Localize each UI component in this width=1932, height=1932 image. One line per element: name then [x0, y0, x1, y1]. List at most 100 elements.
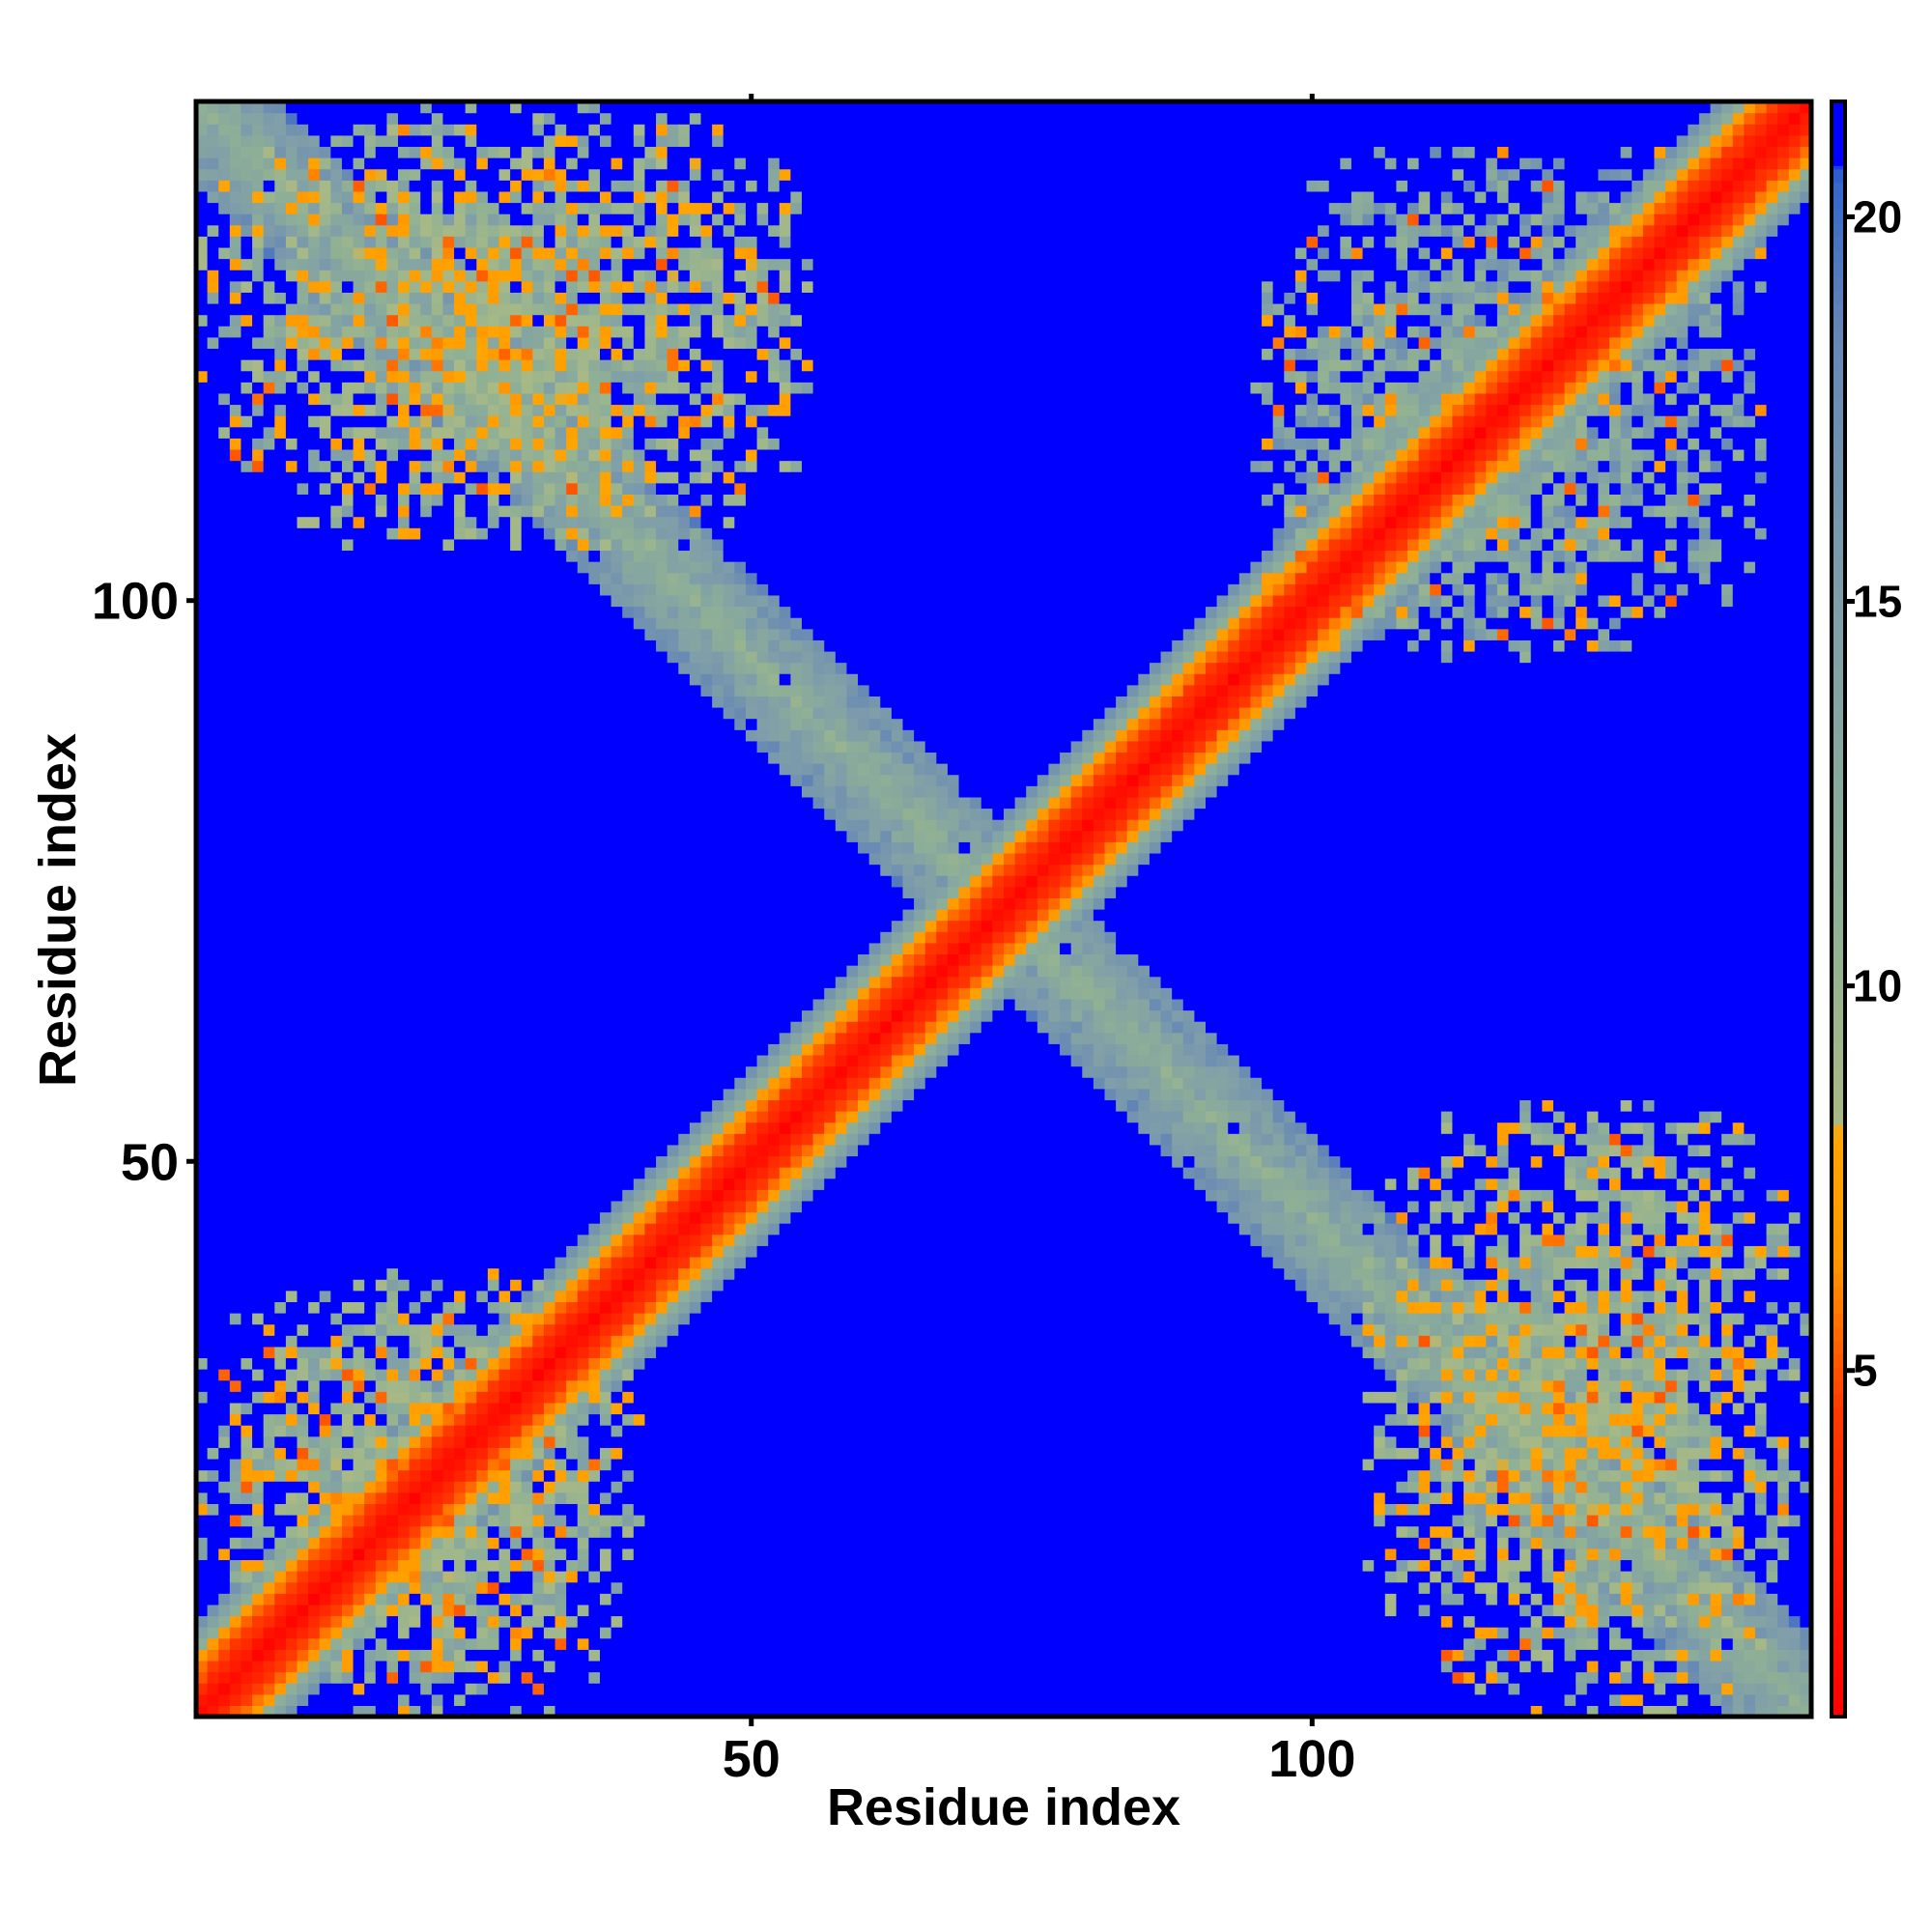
- heatmap-cell: [566, 1256, 579, 1269]
- heatmap-cell: [263, 538, 275, 552]
- heatmap-cell: [297, 1155, 309, 1168]
- heatmap-cell: [375, 1435, 387, 1448]
- heatmap-cell: [386, 830, 399, 842]
- heatmap-cell: [498, 124, 511, 136]
- heatmap-cell: [521, 270, 533, 282]
- heatmap-cell: [487, 1122, 500, 1134]
- heatmap-cell: [498, 1032, 511, 1044]
- heatmap-cell: [218, 1413, 231, 1426]
- heatmap-cell: [521, 134, 533, 148]
- heatmap-cell: [274, 774, 287, 786]
- heatmap-cell: [521, 1256, 533, 1269]
- heatmap-cell: [252, 729, 265, 742]
- heatmap-cell: [454, 134, 467, 148]
- heatmap-cell: [543, 931, 556, 944]
- heatmap-cell: [510, 134, 523, 148]
- heatmap-cell: [487, 190, 500, 204]
- heatmap-cell: [207, 1099, 219, 1112]
- heatmap-cell: [364, 606, 377, 618]
- heatmap-cell: [554, 987, 567, 1000]
- heatmap-cell: [532, 740, 545, 753]
- heatmap-cell: [218, 639, 231, 652]
- heatmap-cell: [532, 1211, 545, 1224]
- heatmap-cell: [218, 841, 231, 854]
- heatmap-cell: [263, 774, 275, 786]
- heatmap-cell: [375, 931, 387, 944]
- heatmap-cell: [196, 348, 209, 360]
- heatmap-cell: [274, 348, 287, 360]
- heatmap-cell: [442, 808, 455, 820]
- heatmap-cell: [386, 819, 399, 832]
- heatmap-cell: [554, 471, 567, 484]
- heatmap-cell: [353, 976, 365, 988]
- heatmap-cell: [285, 1256, 298, 1269]
- heatmap-cell: [498, 550, 511, 562]
- heatmap-cell: [330, 931, 343, 944]
- heatmap-cell: [521, 1357, 533, 1370]
- heatmap-cell: [297, 1313, 309, 1325]
- heatmap-cell: [229, 202, 242, 214]
- heatmap-cell: [442, 538, 455, 552]
- heatmap-cell: [532, 1660, 545, 1673]
- heatmap-cell: [409, 707, 421, 720]
- heatmap-cell: [218, 527, 231, 540]
- heatmap-cell: [543, 920, 556, 932]
- heatmap-cell: [431, 662, 444, 674]
- heatmap-cell: [285, 594, 298, 608]
- heatmap-cell: [510, 258, 523, 270]
- heatmap-cell: [218, 1313, 231, 1325]
- heatmap-cell: [476, 1458, 489, 1471]
- heatmap-cell: [521, 1503, 533, 1516]
- heatmap-cell: [465, 494, 477, 506]
- heatmap-cell: [566, 976, 579, 988]
- heatmap-cell: [263, 270, 275, 282]
- heatmap-cell: [543, 998, 556, 1011]
- heatmap-cell: [196, 953, 209, 966]
- heatmap-cell: [218, 1155, 231, 1168]
- heatmap-cell: [341, 1245, 355, 1258]
- heatmap-cell: [330, 1425, 343, 1437]
- heatmap-cell: [532, 550, 545, 562]
- heatmap-cell: [241, 1425, 253, 1437]
- heatmap-cell: [431, 494, 444, 506]
- heatmap-cell: [341, 134, 355, 148]
- heatmap-cell: [498, 909, 511, 922]
- heatmap-cell: [431, 1369, 444, 1381]
- heatmap-cell: [409, 1167, 421, 1179]
- heatmap-cell: [375, 505, 387, 518]
- heatmap-cell: [319, 1660, 331, 1673]
- heatmap-cell: [263, 1660, 275, 1673]
- heatmap-cell: [241, 1503, 253, 1516]
- heatmap-cell: [386, 224, 399, 237]
- heatmap-cell: [308, 752, 321, 764]
- heatmap-cell: [420, 124, 433, 136]
- heatmap-cell: [386, 112, 399, 125]
- heatmap-cell: [308, 202, 321, 214]
- heatmap-cell: [554, 426, 567, 439]
- heatmap-cell: [554, 1189, 567, 1202]
- heatmap-cell: [398, 1683, 411, 1695]
- heatmap-cell: [252, 639, 265, 652]
- heatmap-cell: [386, 168, 399, 181]
- heatmap-cell: [196, 1660, 209, 1673]
- heatmap-cell: [375, 1615, 387, 1628]
- heatmap-cell: [241, 1379, 253, 1392]
- heatmap-cell: [274, 1671, 287, 1684]
- heatmap-cell: [566, 852, 579, 866]
- heatmap-cell: [308, 763, 321, 776]
- heatmap-cell: [386, 1054, 399, 1067]
- heatmap-cell: [577, 1503, 589, 1516]
- heatmap-cell: [285, 897, 298, 910]
- heatmap-cell: [207, 1627, 219, 1639]
- heatmap-cell: [297, 1447, 309, 1460]
- heatmap-cell: [252, 1604, 265, 1617]
- heatmap-cell: [566, 224, 579, 237]
- heatmap-cell: [454, 1537, 467, 1549]
- heatmap-cell: [297, 134, 309, 148]
- heatmap-cell: [285, 1615, 298, 1628]
- heatmap-cell: [353, 684, 365, 696]
- heatmap-cell: [353, 348, 365, 360]
- heatmap-cell: [229, 505, 242, 518]
- heatmap-cell: [420, 303, 433, 316]
- heatmap-cell: [498, 1581, 511, 1594]
